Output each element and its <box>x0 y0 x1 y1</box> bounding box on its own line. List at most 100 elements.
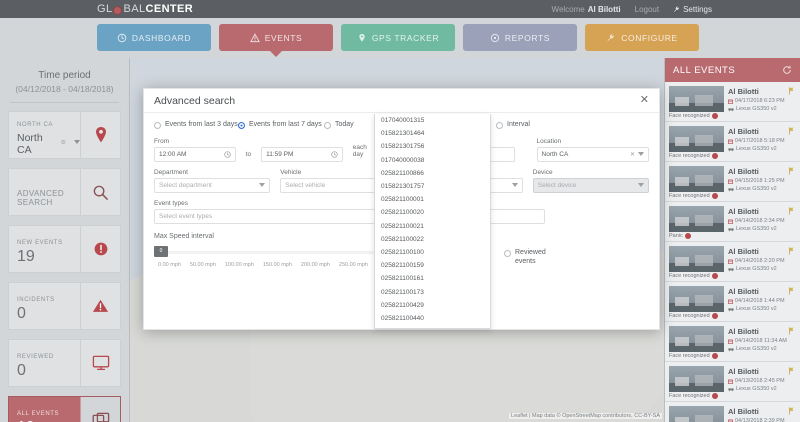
device-option[interactable]: 025821100161 <box>381 275 424 283</box>
device-option[interactable]: 025821100173 <box>381 288 424 296</box>
calendar-icon <box>728 339 733 344</box>
device-dropdown-list[interactable]: 017040001315 015821301464 015821301756 0170… <box>374 114 491 329</box>
event-list-item[interactable]: Al Bilotti 04/13/2018 2:45 PM Lexus GS350 … <box>665 362 800 402</box>
event-list-item[interactable]: Al Bilotti 04/14/2018 2:34 PM Lexus GS350 … <box>665 202 800 242</box>
event-types-select[interactable]: Select event types <box>154 208 406 224</box>
location-select-row[interactable]: North CA <box>17 128 80 156</box>
radio-events-last-3-days[interactable]: Events from last 3 days <box>154 121 238 130</box>
event-list-item[interactable]: Al Bilotti 04/17/2018 6:23 PM Lexus GS350 … <box>665 82 800 122</box>
event-thumbnail[interactable] <box>669 206 724 232</box>
sidebar-card-location[interactable]: NORTH CA North CA <box>8 111 121 159</box>
event-thumbnail[interactable] <box>669 286 724 312</box>
device-option[interactable]: 025821100159 <box>381 262 424 270</box>
slider-handle-min[interactable]: 0 <box>154 245 168 257</box>
sidebar-card-incidents[interactable]: INCIDENTS 0 <box>8 282 121 330</box>
device-option[interactable]: 017040000038 <box>381 156 425 164</box>
device-option[interactable]: 015821301757 <box>381 183 425 191</box>
clock-icon[interactable] <box>224 151 231 158</box>
event-driver-name: Al Bilotti <box>728 87 759 96</box>
settings-link[interactable]: Settings <box>673 5 712 14</box>
device-option[interactable]: 025821100429 <box>381 301 424 309</box>
device-option[interactable]: 025821100440 <box>381 314 424 322</box>
device-option[interactable]: 025821100478 <box>375 325 490 328</box>
device-option[interactable]: 025821100022 <box>381 235 424 243</box>
location-select[interactable]: North CA ✕ <box>536 146 649 162</box>
tab-dashboard[interactable]: DASHBOARD <box>97 24 211 51</box>
tab-events[interactable]: EVENTS <box>219 24 333 51</box>
event-types-field: Event types Select event types <box>154 200 406 224</box>
event-timestamp: 04/17/2018 6:23 PM <box>735 98 785 104</box>
to-time-value: 11:59 PM <box>266 150 294 158</box>
event-badge: Face recognized <box>669 393 718 399</box>
time-period-range[interactable]: (04/12/2018 - 04/18/2018) <box>15 84 114 94</box>
department-select[interactable]: Select department <box>154 177 271 193</box>
tab-gps-tracker[interactable]: GPS TRACKER <box>341 24 455 51</box>
event-thumbnail[interactable] <box>669 406 724 422</box>
radio-events-last-7-days[interactable]: Events from last 7 days <box>238 121 324 130</box>
close-icon[interactable]: ✕ <box>639 94 649 106</box>
event-thumbnail[interactable] <box>669 366 724 392</box>
clock-icon[interactable] <box>331 151 338 158</box>
flag-icon[interactable] <box>788 127 795 135</box>
device-option[interactable]: 025821100001 <box>381 196 424 204</box>
event-list-item[interactable]: Al Bilotti 04/14/2018 1:44 PM Lexus GS350 … <box>665 282 800 322</box>
tab-events-label: EVENTS <box>264 32 303 43</box>
event-list-item[interactable]: Al Bilotti 04/15/2018 1:25 PM Lexus GS350 … <box>665 162 800 202</box>
radio-interval[interactable]: Interval <box>496 121 530 130</box>
to-time-input[interactable]: 11:59 PM <box>261 146 343 162</box>
device-option[interactable]: 025821100020 <box>381 209 424 217</box>
sidebar-card-reviewed[interactable]: REVIEWED 0 <box>8 339 121 387</box>
event-list-item[interactable]: Al Bilotti 04/14/2018 11:34 AM Lexus GS350… <box>665 322 800 362</box>
slider-tick: 50.00 mph <box>189 261 216 268</box>
clear-icon[interactable]: ✕ <box>629 151 635 158</box>
device-option[interactable]: 025821100866 <box>381 169 424 177</box>
chevron-down-icon[interactable] <box>637 152 644 157</box>
flag-icon[interactable] <box>788 407 795 415</box>
flag-icon[interactable] <box>788 207 795 215</box>
advanced-search-icon-wrap <box>80 169 120 215</box>
device-option[interactable]: 025821100021 <box>381 222 424 230</box>
device-option[interactable]: 017040001315 <box>381 117 425 125</box>
radio-today[interactable]: Today <box>324 121 412 130</box>
event-list-item[interactable]: Al Bilotti 04/14/2018 2:20 PM Lexus GS350 … <box>665 242 800 282</box>
refresh-icon[interactable] <box>782 65 792 75</box>
from-time-input[interactable]: 12:00 AM <box>154 146 236 162</box>
event-thumbnail[interactable] <box>669 246 724 272</box>
device-option[interactable]: 025821100100 <box>381 248 424 256</box>
thumbnail-object <box>675 217 689 226</box>
map-attribution[interactable]: Leaflet | Map data © OpenStreetMap contr… <box>509 413 662 419</box>
sidebar-card-advanced-search[interactable]: ADVANCED SEARCH <box>8 168 121 216</box>
tab-reports[interactable]: REPORTS <box>463 24 577 51</box>
chevron-down-icon[interactable] <box>259 183 266 188</box>
chevron-down-icon[interactable] <box>74 139 80 144</box>
sidebar-card-new-events[interactable]: NEW EVENTS 19 <box>8 225 121 273</box>
events-list[interactable]: Al Bilotti 04/17/2018 6:23 PM Lexus GS350 … <box>665 82 800 422</box>
event-thumbnail[interactable] <box>669 86 724 112</box>
gear-icon[interactable] <box>60 138 67 146</box>
event-vehicle-row: Lexus GS350 v2 <box>728 306 796 312</box>
flag-icon[interactable] <box>788 327 795 335</box>
event-thumbnail[interactable] <box>669 166 724 192</box>
flag-icon[interactable] <box>788 287 795 295</box>
flag-icon[interactable] <box>788 167 795 175</box>
sidebar-card-all-events[interactable]: ALL EVENTS 19 <box>8 396 121 422</box>
chevron-down-icon[interactable] <box>511 183 518 188</box>
logout-link[interactable]: Logout <box>634 4 660 14</box>
flag-icon[interactable] <box>788 367 795 375</box>
brand-logo[interactable]: GL BAL CENTER <box>97 0 193 18</box>
event-badge-label: Face recognized <box>669 393 710 399</box>
event-thumbnail[interactable] <box>669 126 724 152</box>
flag-icon[interactable] <box>788 87 795 95</box>
radio-label: Events from last 3 days <box>165 121 238 128</box>
tab-configure[interactable]: CONFIGURE <box>585 24 699 51</box>
flag-icon[interactable] <box>788 247 795 255</box>
chevron-down-icon[interactable] <box>638 183 644 188</box>
radio-reviewed-events[interactable]: Reviewed events <box>504 249 562 267</box>
device-select[interactable]: Select device <box>532 177 649 193</box>
device-option[interactable]: 015821301756 <box>381 143 425 151</box>
event-thumbnail[interactable] <box>669 326 724 352</box>
device-option[interactable]: 015821301464 <box>381 130 425 138</box>
event-list-item[interactable]: Al Bilotti 04/17/2018 5:18 PM Lexus GS350 … <box>665 122 800 162</box>
